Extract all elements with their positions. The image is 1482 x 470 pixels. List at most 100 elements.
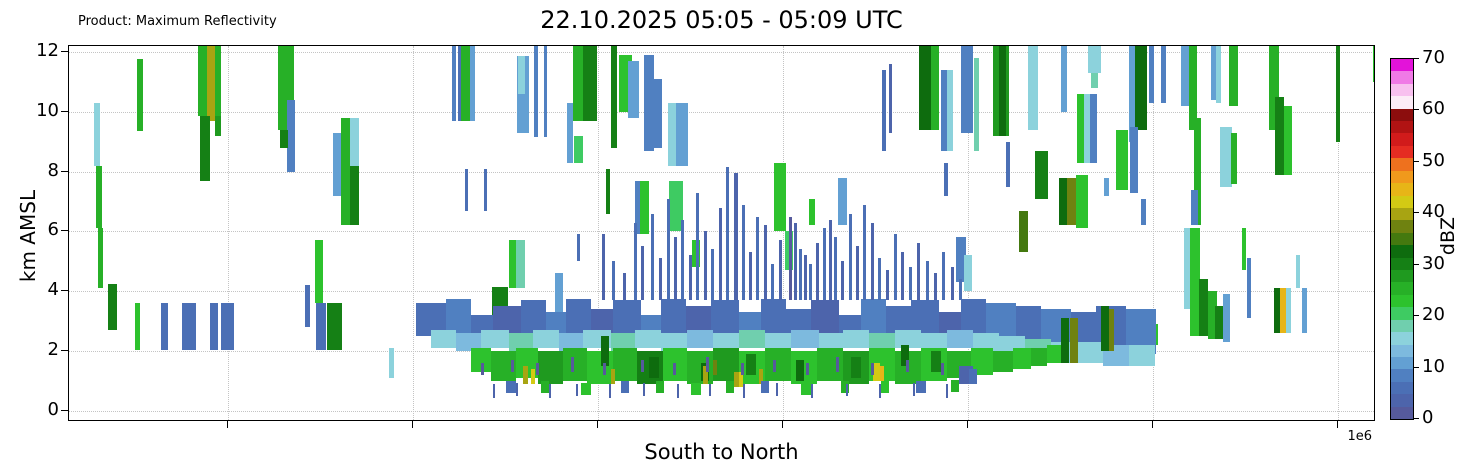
reflectivity-bar [609, 384, 611, 398]
x-tick-mark [597, 421, 598, 428]
reflectivity-bar [746, 354, 756, 376]
colorbar-tick-label: 70 [1422, 47, 1445, 68]
reflectivity-bar [1280, 288, 1286, 334]
reflectivity-bar [951, 379, 959, 392]
reflectivity-bar [611, 333, 635, 352]
vgridline [598, 46, 599, 420]
reflectivity-bar [999, 46, 1006, 136]
reflectivity-bar [881, 381, 889, 394]
reflectivity-bar [873, 363, 880, 382]
reflectivity-bar [1076, 174, 1088, 229]
reflectivity-bar [771, 264, 774, 301]
colorbar-tick-label: 40 [1422, 201, 1445, 223]
colorbar-band [1391, 58, 1413, 72]
colorbar [1390, 58, 1414, 420]
x-axis-label: South to North [644, 440, 799, 464]
reflectivity-bar [686, 306, 711, 334]
reflectivity-bar [801, 382, 811, 395]
reflectivity-bar [796, 360, 804, 382]
reflectivity-bar [942, 252, 945, 301]
reflectivity-bar [776, 382, 778, 397]
reflectivity-bar [719, 207, 722, 301]
reflectivity-bar [863, 204, 866, 301]
y-tick-mark [61, 170, 68, 172]
y-tick-mark [61, 410, 68, 411]
reflectivity-bar [1184, 228, 1191, 310]
reflectivity-bar [1284, 105, 1292, 175]
y-tick-mark [61, 290, 68, 292]
colorbar-band [1391, 381, 1413, 395]
reflectivity-bar [806, 363, 809, 376]
reflectivity-bar [555, 273, 563, 346]
colorbar-tick-label: 20 [1422, 304, 1445, 326]
reflectivity-bar [1028, 46, 1038, 130]
reflectivity-bar [1194, 117, 1201, 226]
colorbar-band [1391, 70, 1413, 84]
reflectivity-bar [739, 330, 765, 349]
reflectivity-bar [931, 46, 939, 130]
reflectivity-bar [511, 360, 514, 373]
reflectivity-bar [1104, 309, 1110, 352]
reflectivity-bar [1019, 210, 1028, 253]
reflectivity-bar [779, 240, 782, 301]
reflectivity-bar [839, 315, 861, 334]
vgridline [413, 46, 414, 420]
reflectivity-bar [817, 348, 843, 382]
reflectivity-bar [481, 330, 509, 349]
reflectivity-bar [703, 366, 708, 385]
reflectivity-bar [1059, 177, 1068, 226]
reflectivity-bar [566, 298, 591, 337]
reflectivity-bar [834, 237, 837, 301]
colorbar-band [1391, 207, 1413, 221]
reflectivity-bar [1223, 294, 1230, 343]
reflectivity-bar [559, 333, 583, 352]
reflectivity-bar [926, 261, 929, 301]
reflectivity-bar [841, 381, 849, 394]
vgridline [968, 46, 969, 420]
reflectivity-bar [571, 357, 574, 373]
reflectivity-bar [986, 303, 1016, 340]
x-tick-mark [1337, 421, 1338, 428]
colorbar-band [1391, 331, 1413, 345]
colorbar-band [1391, 120, 1413, 134]
reflectivity-bar [316, 303, 326, 350]
reflectivity-bar [759, 369, 763, 385]
reflectivity-bar [523, 366, 528, 385]
reflectivity-bar [1013, 348, 1031, 370]
reflectivity-bar [1215, 306, 1223, 340]
reflectivity-bar [221, 303, 234, 350]
reflectivity-bar [696, 192, 699, 301]
reflectivity-bar [816, 243, 819, 301]
reflectivity-bar [951, 267, 954, 301]
reflectivity-bar [917, 243, 920, 301]
reflectivity-bar [871, 363, 874, 376]
reflectivity-bar [934, 273, 937, 301]
reflectivity-bar [681, 219, 684, 301]
reflectivity-bar [470, 46, 475, 121]
reflectivity-bar [1135, 46, 1147, 130]
colorbar-band [1391, 244, 1413, 258]
colorbar-tick-label: 0 [1422, 407, 1434, 428]
y-tick-mark [61, 110, 68, 112]
reflectivity-bar [623, 273, 626, 301]
reflectivity-bar [641, 360, 644, 373]
reflectivity-bar [713, 333, 739, 352]
reflectivity-bar [389, 348, 394, 379]
reflectivity-bar [538, 351, 563, 385]
reflectivity-bar [649, 357, 659, 379]
reflectivity-bar [583, 46, 597, 121]
reflectivity-bar [581, 382, 591, 395]
reflectivity-bar [838, 177, 847, 226]
vgridline [783, 46, 784, 420]
reflectivity-bar [947, 330, 973, 349]
colorbar-band [1391, 133, 1413, 146]
reflectivity-bar [659, 258, 662, 301]
reflectivity-bar [431, 330, 456, 349]
reflectivity-bar [350, 117, 359, 166]
reflectivity-bar [1116, 129, 1128, 190]
reflectivity-bar [906, 360, 909, 373]
hgridline [69, 411, 1374, 412]
reflectivity-bar [1190, 228, 1200, 337]
reflectivity-bar [1208, 291, 1217, 340]
